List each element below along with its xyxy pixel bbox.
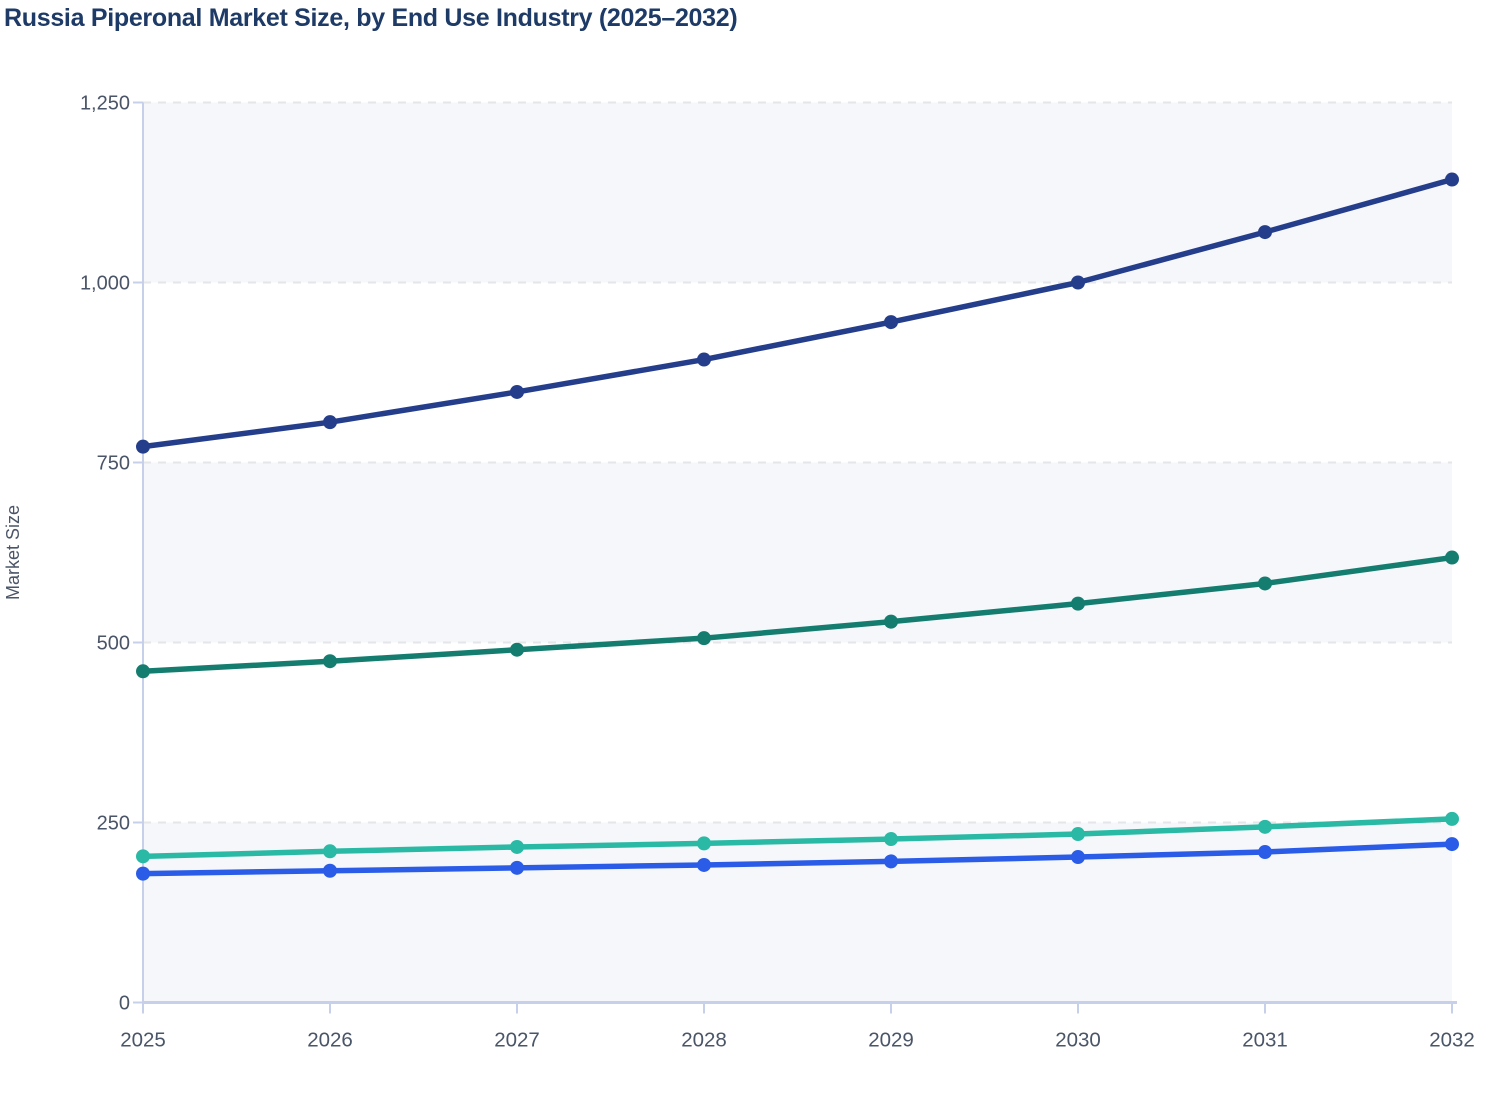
y-tick-label: 250 xyxy=(97,813,130,835)
blue-series-point xyxy=(1071,850,1085,865)
teal-series-point xyxy=(1445,550,1459,565)
y-tick-label: 750 xyxy=(97,453,130,475)
navy-series-point xyxy=(697,352,711,367)
mint-series-point xyxy=(1071,827,1085,842)
teal-series-point xyxy=(884,614,898,629)
navy-series-point xyxy=(323,415,337,430)
x-tick-label: 2028 xyxy=(681,1029,727,1052)
navy-series-point xyxy=(1445,172,1459,187)
x-tick-label: 2025 xyxy=(120,1029,166,1052)
mint-series-point xyxy=(510,839,524,854)
navy-series-point xyxy=(136,439,150,454)
blue-series-point xyxy=(136,866,150,881)
blue-series-point xyxy=(1445,837,1459,852)
teal-series-point xyxy=(510,642,524,657)
plot-band xyxy=(143,462,1452,643)
teal-series-point xyxy=(697,631,711,646)
navy-series-point xyxy=(884,315,898,330)
blue-series-point xyxy=(1258,845,1272,860)
blue-series-point xyxy=(510,860,524,875)
blue-series-point xyxy=(884,854,898,869)
blue-series-point xyxy=(697,857,711,872)
mint-series-line xyxy=(140,816,1455,860)
blue-series-point xyxy=(323,863,337,878)
teal-series-point xyxy=(136,664,150,679)
teal-series-point xyxy=(1071,596,1085,611)
x-tick-label: 2027 xyxy=(494,1029,540,1052)
mint-series-point xyxy=(1445,811,1459,826)
y-tick-label: 1,250 xyxy=(80,93,130,115)
x-tick-label: 2026 xyxy=(307,1029,353,1052)
plot-band xyxy=(143,102,1452,283)
x-tick-label: 2029 xyxy=(868,1029,914,1052)
x-tick-label: 2030 xyxy=(1055,1029,1101,1052)
y-tick-label: 1,000 xyxy=(80,273,130,295)
mint-series-point xyxy=(697,836,711,851)
navy-series-point xyxy=(1258,225,1272,240)
teal-series-point xyxy=(323,654,337,669)
navy-series-point xyxy=(510,384,524,399)
blue-series-line xyxy=(140,841,1455,877)
y-tick-label: 0 xyxy=(119,993,130,1015)
chart-title: Russia Piperonal Market Size, by End Use… xyxy=(4,4,738,32)
x-tick-label: 2032 xyxy=(1429,1029,1475,1052)
mint-series-point xyxy=(884,832,898,847)
x-tick-label: 2031 xyxy=(1242,1029,1288,1052)
navy-series-line xyxy=(140,176,1455,450)
teal-series-point xyxy=(1258,576,1272,591)
navy-series-point xyxy=(1071,275,1085,290)
teal-series-line xyxy=(140,554,1455,675)
y-axis-title: Market Size xyxy=(3,505,23,600)
mint-series-point xyxy=(1258,819,1272,834)
mint-series-point xyxy=(136,849,150,864)
y-tick-label: 500 xyxy=(97,633,130,655)
mint-series-point xyxy=(323,844,337,859)
